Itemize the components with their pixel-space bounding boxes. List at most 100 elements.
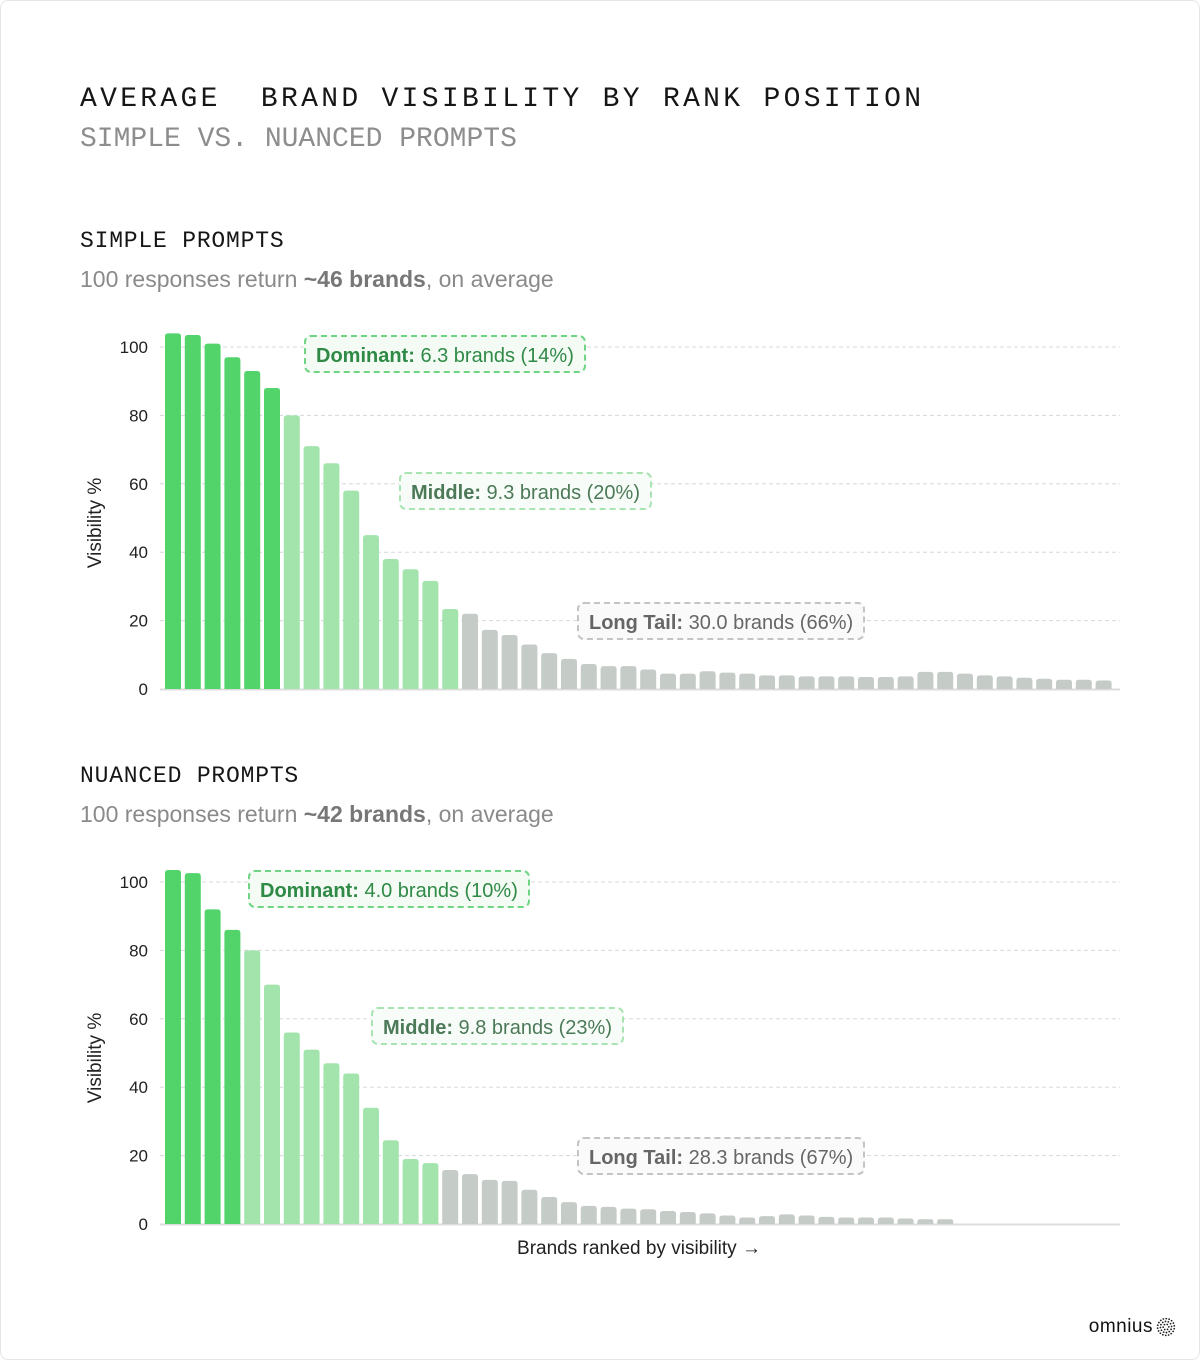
sunburst-dot — [1157, 1321, 1160, 1324]
bar-long-tail — [838, 676, 855, 689]
sunburst-dot — [1170, 1332, 1173, 1335]
bar-long-tail — [838, 1217, 855, 1224]
bar-middle — [343, 1073, 360, 1224]
chart-simple-prompts: 0 20 40 60 80 100 Visibility % — [85, 333, 1120, 699]
bar-long-tail — [798, 676, 815, 689]
sunburst-dot — [1170, 1325, 1173, 1328]
y-tick-label: 0 — [139, 680, 148, 699]
bar-long-tail — [561, 1202, 577, 1224]
bar-long-tail — [620, 1208, 637, 1224]
bar-dominant — [264, 388, 280, 689]
bar-dominant — [165, 333, 181, 689]
bar-dominant — [224, 357, 241, 689]
annotation-label: Dominant: — [260, 880, 359, 902]
bar-dominant — [224, 929, 241, 1224]
section-heading-simple: SIMPLE PROMPTS — [80, 228, 285, 254]
annotation-text: 4.0 brands (10%) — [358, 880, 518, 902]
bar-long-tail — [739, 673, 756, 689]
sunburst-dot — [1168, 1330, 1171, 1333]
sunburst-dot — [1157, 1330, 1160, 1332]
page-title: AVERAGE BRAND VISIBILITY BY RANK POSITIO… — [80, 84, 925, 115]
sunburst-dot — [1166, 1328, 1169, 1331]
bar-long-tail — [699, 671, 716, 689]
chart-nuanced-prompts: 0 20 40 60 80 100 Visibility % — [85, 870, 1120, 1234]
bar-long-tail — [877, 1217, 894, 1224]
bar-long-tail — [897, 676, 914, 689]
bar-middle — [323, 1063, 340, 1224]
bar-long-tail — [660, 1211, 676, 1224]
bar-long-tail — [561, 658, 577, 689]
annotation-dominant: Dominant: 4.0 brands (10%) — [248, 870, 530, 908]
bar-middle — [343, 490, 360, 689]
bar-middle — [303, 1049, 320, 1224]
bar-long-tail — [580, 1205, 597, 1224]
bar-middle — [422, 1163, 439, 1224]
annotation-long-tail: Long Tail: 28.3 brands (67%) — [577, 1137, 866, 1175]
sunburst-dot — [1167, 1321, 1170, 1323]
bar-long-tail — [897, 1218, 914, 1224]
sunburst-dot — [1160, 1323, 1162, 1326]
bar-middle — [283, 1032, 300, 1224]
bar-long-tail — [937, 1219, 954, 1224]
bar-dominant — [184, 873, 201, 1224]
annotation-text: 30.0 brands (66%) — [683, 612, 854, 634]
bar-long-tail — [600, 1206, 617, 1224]
summary-bold: ~42 brands — [303, 801, 426, 827]
section-heading-nuanced: NUANCED PROMPTS — [80, 763, 300, 789]
page-subtitle: SIMPLE VS. NUANCED PROMPTS — [80, 124, 517, 155]
bar-dominant — [204, 909, 221, 1224]
bar-long-tail — [996, 676, 1013, 689]
bar-long-tail — [679, 1212, 696, 1224]
bar-long-tail — [957, 673, 973, 689]
bar-long-tail — [660, 673, 676, 689]
sunburst-dot — [1173, 1327, 1176, 1330]
sunburst-dot — [1161, 1321, 1164, 1324]
sunburst-dot — [1167, 1325, 1170, 1328]
bar-long-tail — [501, 634, 518, 689]
summary-text: , on average — [425, 266, 554, 292]
bar-middle — [264, 984, 280, 1224]
bar-long-tail — [699, 1213, 716, 1224]
bar-long-tail — [778, 675, 795, 689]
annotation-middle: Middle: 9.8 brands (23%) — [371, 1007, 624, 1045]
bar-long-tail — [719, 1215, 736, 1224]
y-tick-label: 100 — [120, 873, 148, 892]
bar-middle — [402, 569, 419, 689]
y-tick-label: 100 — [120, 338, 148, 357]
bar-long-tail — [798, 1215, 815, 1224]
y-tick-label: 40 — [129, 1078, 148, 1097]
sunburst-dot — [1169, 1322, 1172, 1325]
sunburst-dot — [1159, 1319, 1162, 1322]
annotation-label: Dominant: — [316, 345, 415, 367]
sunburst-dot — [1159, 1326, 1162, 1329]
y-tick-label: 0 — [139, 1215, 148, 1234]
y-tick-label: 20 — [129, 1147, 148, 1166]
bar-dominant — [244, 370, 261, 689]
bar-long-tail — [1056, 679, 1072, 689]
bar-dominant — [204, 343, 221, 689]
sunburst-dot — [1172, 1330, 1175, 1333]
bar-long-tail — [917, 671, 934, 689]
bar-long-tail — [739, 1217, 756, 1224]
bar-middle — [363, 1107, 379, 1224]
sunburst-dot — [1161, 1333, 1164, 1336]
bar-middle — [283, 415, 300, 689]
annotation-label: Long Tail: — [589, 1147, 684, 1169]
section-summary-simple: 100 responses return ~46 brands, on aver… — [80, 266, 554, 293]
bar-long-tail — [917, 1219, 934, 1224]
bar-long-tail — [640, 1209, 657, 1224]
sunburst-dot — [1163, 1323, 1166, 1326]
sunburst-dot — [1156, 1327, 1159, 1330]
y-tick-label: 60 — [129, 1010, 148, 1029]
summary-text: , on average — [425, 801, 554, 827]
bar-long-tail — [462, 1174, 478, 1224]
y-tick-label: 80 — [129, 406, 148, 425]
sunburst-dot — [1170, 1319, 1173, 1322]
bar-long-tail — [1075, 679, 1092, 689]
bar-long-tail — [976, 675, 993, 689]
sunburst-dot — [1170, 1328, 1172, 1331]
bar-long-tail — [640, 669, 657, 689]
bar-dominant — [184, 335, 201, 689]
sunburst-dot — [1162, 1318, 1165, 1320]
sunburst-dot — [1166, 1323, 1169, 1326]
